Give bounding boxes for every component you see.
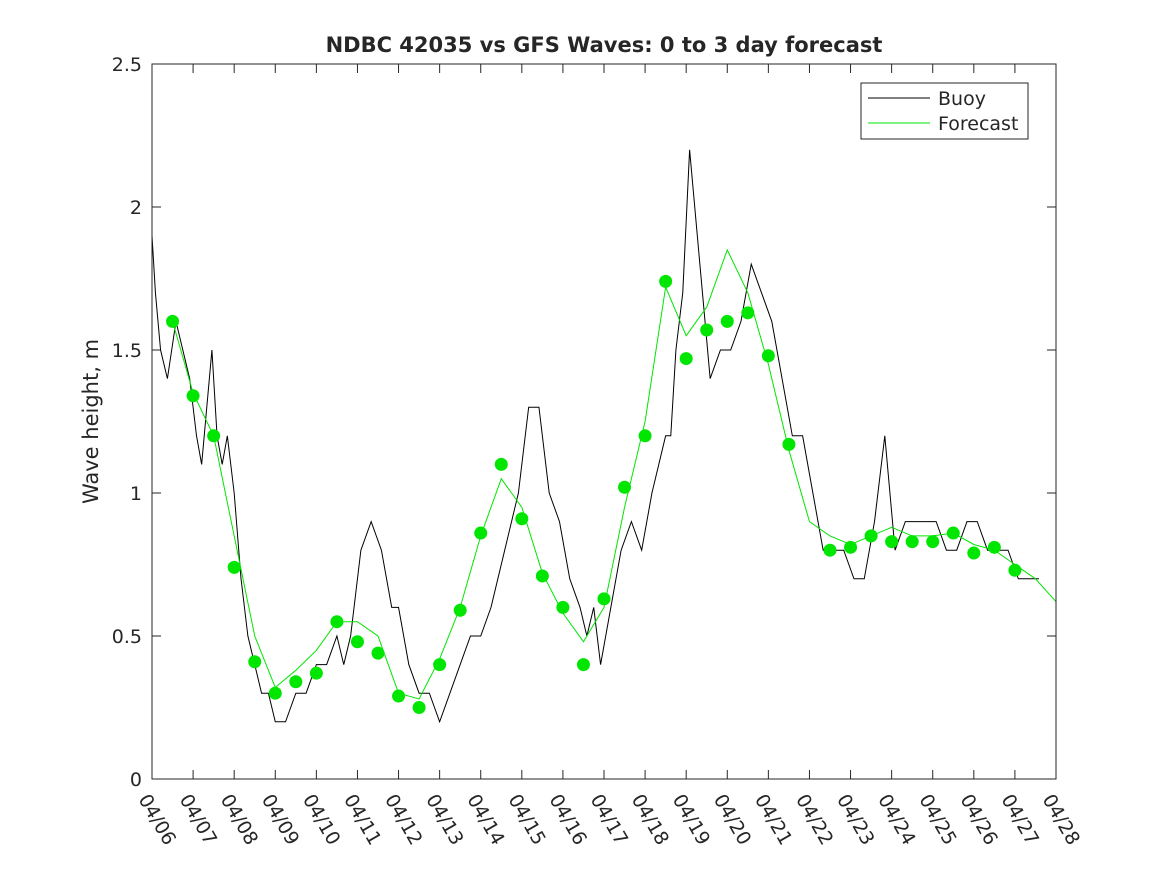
legend-buoy-label: Buoy	[938, 88, 986, 110]
analysis-point	[535, 569, 549, 583]
y-axis-label: Wave height, m	[79, 339, 103, 504]
analysis-point	[618, 480, 632, 494]
legend-box	[860, 82, 1029, 140]
analysis-point	[885, 535, 899, 549]
analysis-point	[761, 349, 775, 363]
analysis-point	[946, 526, 960, 540]
analysis-point	[659, 274, 673, 288]
analysis-point	[392, 689, 406, 703]
analysis-point	[679, 352, 693, 366]
analysis-point	[967, 546, 981, 560]
analysis-point	[474, 526, 488, 540]
y-tick-label: 0.5	[112, 626, 142, 648]
analysis-point	[433, 658, 447, 672]
analysis-point	[782, 437, 796, 451]
analysis-point	[823, 543, 837, 557]
analysis-point	[556, 600, 570, 614]
analysis-point	[166, 314, 180, 328]
y-tick-label: 1	[130, 483, 142, 505]
forecast-line	[172, 248, 1057, 700]
analysis-point	[309, 666, 323, 680]
analysis-point	[494, 457, 508, 471]
axes-box	[151, 63, 1057, 780]
chart-title: NDBC 42035 vs GFS Waves: 0 to 3 day fore…	[326, 33, 883, 57]
analysis-point	[720, 314, 734, 328]
analysis-point	[926, 535, 940, 549]
analysis-point	[844, 540, 858, 554]
analysis-point	[700, 323, 714, 337]
analysis-point	[412, 701, 426, 714]
axes-frame	[151, 63, 1057, 780]
analysis-point	[186, 389, 200, 403]
y-tick-label: 2.5	[112, 54, 142, 76]
legend: Buoy Forecast	[860, 82, 1029, 140]
y-tick-label: 1.5	[112, 340, 142, 362]
analysis-point	[638, 429, 652, 443]
analysis-point	[597, 592, 611, 606]
analysis-point	[453, 603, 467, 617]
y-tick-label: 0	[130, 769, 142, 791]
y-tick-label: 2	[130, 197, 142, 219]
analysis-point	[515, 512, 529, 526]
analysis-point	[207, 429, 221, 443]
analysis-point	[576, 658, 590, 672]
legend-forecast-label: Forecast	[938, 113, 1018, 135]
plot-area	[151, 63, 1057, 780]
analysis-point	[289, 675, 303, 689]
buoy-line	[151, 149, 1039, 724]
analysis-point	[330, 615, 344, 629]
analysis-point	[1008, 563, 1022, 577]
analysis-point	[905, 535, 919, 549]
analysis-point	[371, 646, 385, 660]
analysis-point	[227, 560, 241, 574]
analysis-point	[741, 306, 755, 320]
analysis-point	[864, 529, 878, 543]
analysis-point	[268, 686, 282, 700]
analysis-point	[248, 655, 262, 669]
analysis-point	[350, 635, 364, 649]
analysis-point	[987, 540, 1001, 554]
